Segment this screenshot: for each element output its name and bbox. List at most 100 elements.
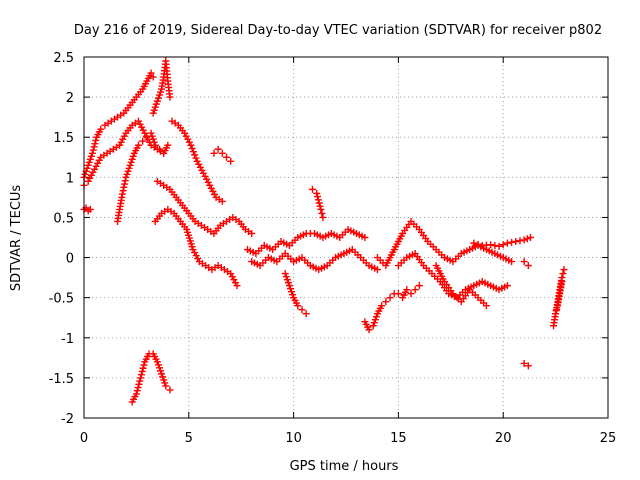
- y-tick-label: 2.5: [53, 51, 74, 66]
- data-point-marker: [314, 196, 322, 204]
- data-point: [166, 386, 174, 394]
- data-point: [132, 390, 140, 398]
- data-point: [151, 141, 159, 149]
- data-point: [495, 242, 503, 250]
- y-tick-label: 1: [66, 171, 74, 186]
- data-point-marker: [90, 143, 98, 151]
- data-point: [558, 278, 566, 286]
- data-point: [86, 205, 94, 213]
- data-point-marker: [192, 154, 200, 162]
- x-tick-labels: 0 5 10 15 20 25: [80, 431, 616, 446]
- data-point: [214, 145, 222, 153]
- data-point: [407, 290, 415, 298]
- data-point-marker: [316, 202, 324, 210]
- series-track-c: [114, 129, 172, 225]
- data-point: [403, 286, 411, 294]
- y-tick-label: 1.5: [53, 131, 74, 146]
- series-track-h: [153, 177, 256, 237]
- x-tick-label: 20: [495, 431, 512, 446]
- y-tick-label: -1: [61, 332, 74, 347]
- data-point: [147, 69, 155, 77]
- data-point: [164, 141, 172, 149]
- data-point: [470, 239, 478, 247]
- y-axis-label: SDTVAR / TECUs: [9, 185, 24, 292]
- y-tick-label: -2: [61, 412, 74, 427]
- series-layer: [80, 57, 568, 406]
- series-track-t: [520, 359, 532, 370]
- data-point: [97, 125, 105, 133]
- x-tick-label: 15: [390, 431, 407, 446]
- data-point-marker: [491, 242, 499, 250]
- data-point-marker: [134, 384, 142, 392]
- data-point: [187, 141, 195, 149]
- x-tick-label: 25: [600, 431, 617, 446]
- chart-title: Day 216 of 2019, Sidereal Day-to-day VTE…: [74, 23, 602, 38]
- y-tick-labels: 2.5 2 1.5 1 0.5 0 -0.5 -1 -1.5 -2: [49, 51, 74, 427]
- data-point: [386, 294, 394, 302]
- data-point: [313, 189, 321, 197]
- data-point: [378, 302, 386, 310]
- data-point: [482, 302, 490, 310]
- data-point: [223, 153, 231, 161]
- series-track-v: [552, 278, 566, 318]
- series-track-f: [168, 117, 226, 205]
- y-tick-label: 0: [66, 252, 74, 267]
- series-track-g: [210, 145, 235, 165]
- data-point: [508, 258, 516, 266]
- series-track-l: [281, 270, 310, 318]
- series-track-s: [520, 258, 532, 270]
- data-point-marker: [553, 306, 561, 314]
- data-point-marker: [315, 199, 323, 207]
- data-point-marker: [189, 148, 197, 156]
- data-point: [317, 205, 325, 213]
- x-tick-label: 5: [185, 431, 193, 446]
- data-point: [227, 157, 235, 165]
- y-tick-label: -0.5: [49, 292, 74, 307]
- series-track-i: [151, 205, 241, 290]
- data-point-marker: [508, 238, 516, 246]
- series-track-q: [432, 262, 490, 310]
- series-track-e: [149, 57, 174, 117]
- data-point-marker: [559, 270, 567, 278]
- data-point: [218, 197, 226, 205]
- data-point: [308, 185, 316, 193]
- data-point: [233, 282, 241, 290]
- data-point: [162, 382, 170, 390]
- data-point: [512, 238, 520, 246]
- data-point: [319, 213, 327, 221]
- data-point-marker: [137, 371, 145, 379]
- data-point: [524, 362, 532, 370]
- y-tick-label: -1.5: [49, 372, 74, 387]
- data-point: [520, 258, 528, 266]
- data-point: [143, 133, 151, 141]
- series-track-a: [80, 69, 157, 181]
- data-point-marker: [499, 241, 507, 249]
- data-point: [520, 236, 528, 244]
- plot-frame: [83, 56, 609, 419]
- data-point: [155, 145, 163, 153]
- series-track-j: [243, 225, 369, 258]
- data-point: [294, 302, 302, 310]
- data-point-marker: [318, 209, 326, 217]
- data-point: [373, 266, 381, 274]
- data-point: [520, 359, 528, 367]
- data-point-marker: [523, 235, 531, 243]
- data-point-marker: [92, 136, 100, 144]
- series-track-p: [394, 250, 511, 302]
- data-point: [361, 234, 369, 241]
- data-point: [382, 298, 390, 306]
- data-point-marker: [91, 140, 99, 148]
- data-point: [415, 282, 423, 290]
- data-point-marker: [136, 377, 144, 385]
- data-point: [149, 73, 157, 81]
- y-tick-label: 2: [66, 91, 74, 106]
- data-point: [552, 310, 560, 318]
- series-track-k: [248, 246, 381, 274]
- data-point-marker: [135, 380, 143, 388]
- data-point-marker: [188, 144, 196, 152]
- x-axis-label: GPS time / hours: [290, 459, 399, 474]
- data-point: [487, 241, 495, 249]
- data-point-marker: [133, 387, 141, 395]
- data-point: [210, 149, 218, 157]
